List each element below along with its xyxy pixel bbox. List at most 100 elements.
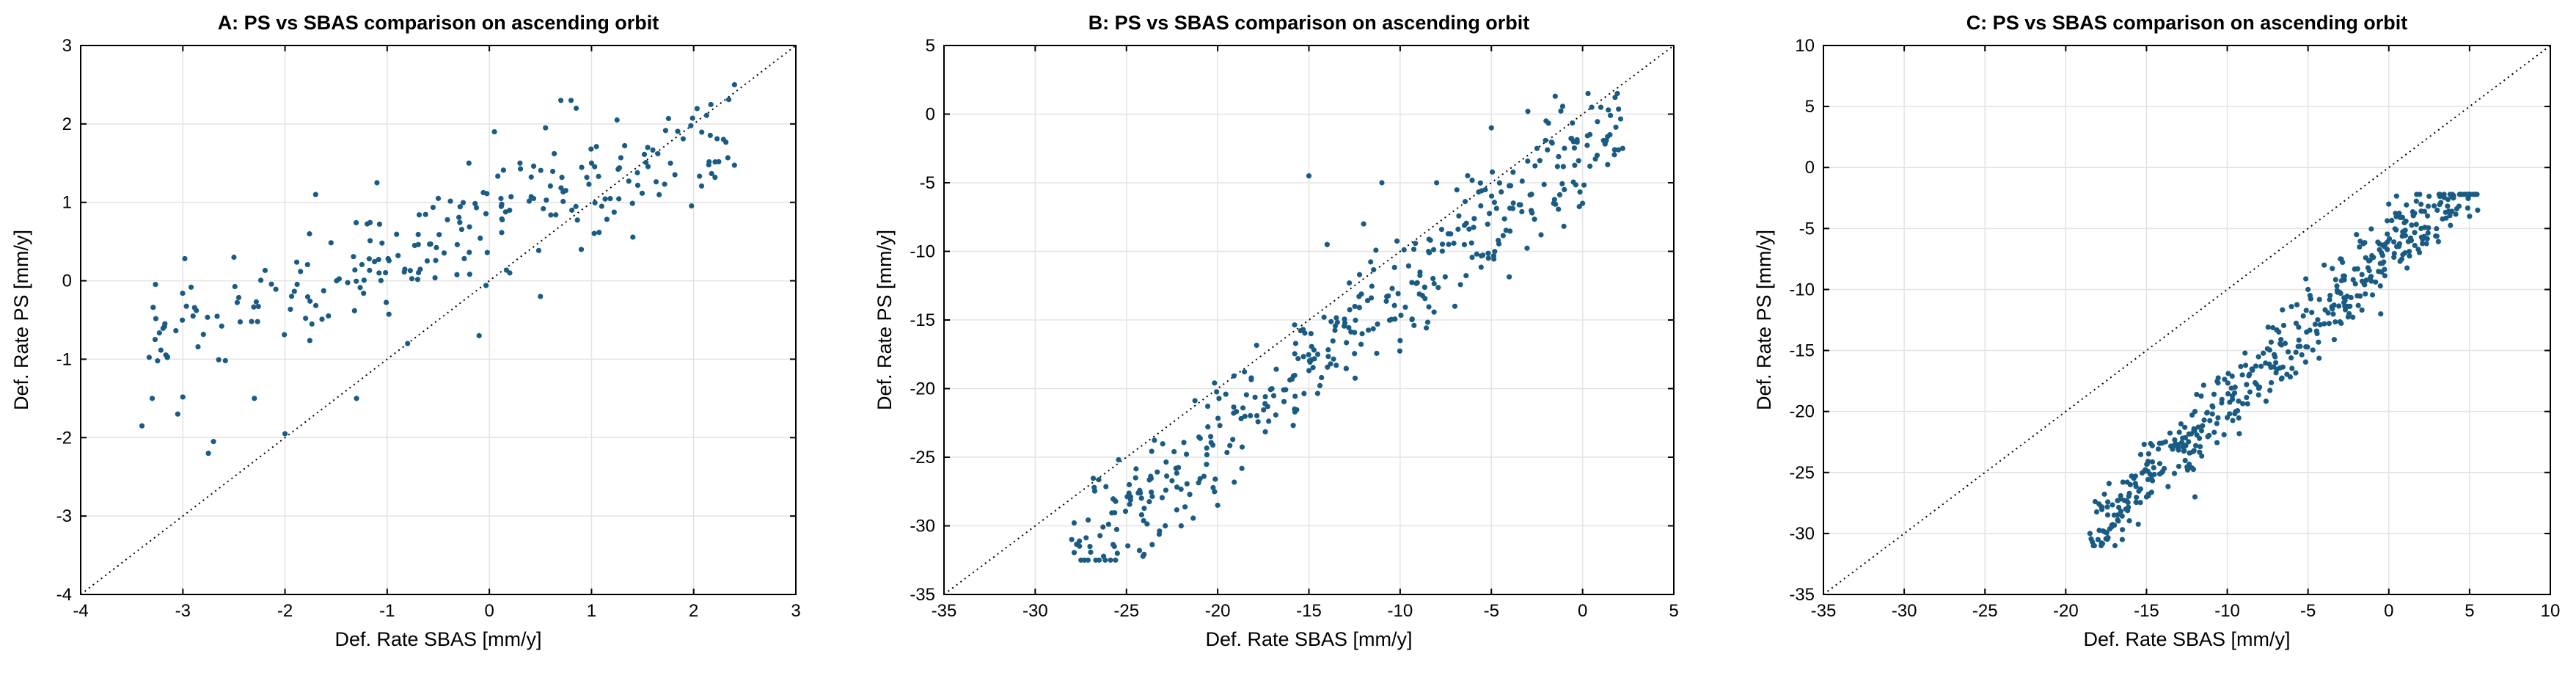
scatter-point bbox=[2242, 350, 2248, 356]
scatter-point bbox=[2233, 409, 2239, 415]
scatter-point bbox=[1409, 280, 1415, 285]
scatter-point bbox=[596, 230, 602, 236]
scatter-point bbox=[725, 155, 731, 161]
scatter-point bbox=[1353, 317, 1358, 323]
scatter-point bbox=[2303, 276, 2309, 282]
scatter-point bbox=[304, 294, 311, 300]
scatter-point bbox=[694, 106, 700, 112]
scatter-point bbox=[2404, 202, 2409, 208]
scatter-point bbox=[190, 313, 196, 319]
scatter-point bbox=[2371, 255, 2376, 261]
scatter-point bbox=[1232, 479, 1237, 485]
scatter-point bbox=[2148, 476, 2154, 481]
scatter-point bbox=[1368, 259, 1374, 265]
scatter-point bbox=[1201, 473, 1207, 479]
scatter-point bbox=[1328, 361, 1333, 367]
scatter-point bbox=[1190, 515, 1196, 521]
y-tick-label: -2 bbox=[56, 428, 72, 448]
scatter-point bbox=[2288, 355, 2294, 361]
scatter-point bbox=[1507, 183, 1512, 189]
scatter-point bbox=[2382, 273, 2388, 279]
scatter-point bbox=[1208, 434, 1214, 440]
scatter-point bbox=[1405, 263, 1412, 269]
scatter-point bbox=[1496, 237, 1501, 244]
scatter-point bbox=[2211, 429, 2217, 435]
scatter-point bbox=[2167, 430, 2173, 436]
scatter-point bbox=[616, 165, 623, 171]
scatter-point bbox=[2201, 417, 2207, 423]
scatter-point bbox=[1183, 451, 1190, 457]
scatter-point bbox=[312, 302, 319, 308]
scatter-point bbox=[2141, 441, 2147, 448]
scatter-point bbox=[2247, 371, 2253, 377]
scatter-point bbox=[1496, 180, 1503, 186]
scatter-point bbox=[2225, 390, 2231, 397]
scatter-point bbox=[415, 231, 421, 238]
y-tick-label: -30 bbox=[910, 517, 935, 536]
scatter-point bbox=[1311, 347, 1317, 353]
scatter-point bbox=[1471, 225, 1477, 230]
scatter-point bbox=[2359, 278, 2365, 284]
x-tick-label: -30 bbox=[1892, 601, 1917, 621]
scatter-point bbox=[1223, 391, 1229, 397]
scatter-point bbox=[1478, 264, 1484, 270]
scatter-point bbox=[354, 278, 359, 284]
scatter-point bbox=[1144, 521, 1150, 527]
scatter-point bbox=[2255, 385, 2262, 391]
scatter-point bbox=[1532, 163, 1538, 169]
scatter-point bbox=[1204, 445, 1210, 451]
scatter-point bbox=[1227, 443, 1233, 448]
scatter-point bbox=[491, 128, 497, 135]
scatter-point bbox=[1570, 120, 1576, 126]
scatter-point bbox=[1485, 255, 1491, 261]
scatter-point bbox=[1491, 256, 1497, 262]
scatter-point bbox=[2424, 213, 2431, 219]
scatter-point bbox=[447, 198, 453, 204]
scatter-point bbox=[1116, 456, 1121, 463]
scatter-point bbox=[1273, 412, 1278, 418]
scatter-point bbox=[175, 411, 180, 417]
scatter-point bbox=[1581, 182, 1587, 188]
scatter-point bbox=[2239, 372, 2245, 378]
scatter-point bbox=[2104, 504, 2110, 510]
scatter-point bbox=[1242, 413, 1248, 419]
scatter-point bbox=[1110, 542, 1116, 548]
scatter-point bbox=[173, 327, 179, 334]
scatter-point bbox=[558, 98, 564, 103]
x-tick-label: -2 bbox=[277, 601, 293, 621]
scatter-point bbox=[1238, 415, 1244, 422]
scatter-point bbox=[436, 232, 442, 238]
x-tick-label: 1 bbox=[587, 601, 596, 621]
scatter-point bbox=[530, 163, 537, 170]
scatter-point bbox=[1424, 319, 1431, 325]
scatter-point bbox=[1468, 240, 1474, 246]
scatter-point bbox=[2131, 476, 2137, 481]
scatter-point bbox=[1451, 240, 1457, 246]
scatter-point bbox=[584, 175, 590, 181]
scatter-point bbox=[1216, 396, 1222, 401]
scatter-point bbox=[2110, 502, 2115, 508]
scatter-point bbox=[1543, 137, 1548, 143]
scatter-point bbox=[1476, 189, 1482, 195]
scatter-point bbox=[273, 286, 279, 292]
scatter-point bbox=[353, 219, 359, 226]
scatter-point bbox=[2453, 211, 2459, 217]
scatter-point bbox=[2149, 459, 2156, 465]
scatter-point bbox=[1419, 293, 1425, 299]
scatter-point bbox=[517, 160, 523, 166]
scatter-point bbox=[2274, 366, 2280, 372]
scatter-point bbox=[1328, 319, 1334, 324]
scatter-point bbox=[1454, 187, 1460, 193]
scatter-point bbox=[1321, 314, 1327, 320]
scatter-point bbox=[383, 269, 389, 276]
scatter-point bbox=[1148, 473, 1154, 479]
scatter-point bbox=[237, 319, 244, 325]
scatter-point bbox=[2195, 424, 2201, 430]
scatter-point bbox=[1516, 202, 1522, 208]
scatter-point bbox=[2211, 391, 2217, 397]
scatter-point bbox=[1292, 351, 1298, 357]
scatter-point bbox=[1160, 441, 1166, 447]
y-tick-label: -15 bbox=[910, 310, 935, 330]
scatter-point bbox=[2155, 446, 2162, 452]
